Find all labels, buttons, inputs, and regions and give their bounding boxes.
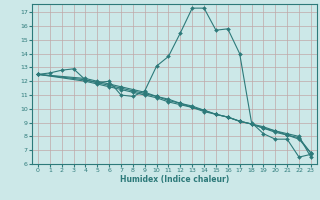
X-axis label: Humidex (Indice chaleur): Humidex (Indice chaleur) bbox=[120, 175, 229, 184]
